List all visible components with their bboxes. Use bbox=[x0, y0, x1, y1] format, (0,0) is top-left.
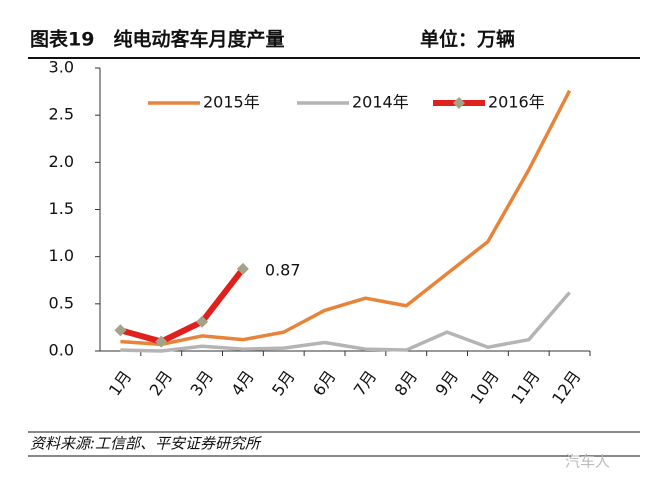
data-label: 0.87 bbox=[265, 260, 301, 279]
series-line bbox=[120, 89, 572, 347]
source-note: 资料来源:工信部、平安证券研究所 bbox=[30, 435, 262, 453]
legend-marker bbox=[453, 97, 465, 109]
legend-label: 2015年 bbox=[203, 93, 260, 112]
point-marker bbox=[114, 324, 127, 337]
x-tick-label: 8月 bbox=[391, 367, 422, 399]
y-tick-label: 1.0 bbox=[49, 246, 74, 265]
y-tick-label: 3.0 bbox=[49, 58, 74, 77]
watermark: 汽车人 bbox=[565, 453, 610, 471]
x-tick-label: 5月 bbox=[268, 367, 299, 399]
y-tick-label: 1.5 bbox=[49, 199, 74, 218]
x-tick-label: 10月 bbox=[466, 367, 502, 408]
series-line bbox=[120, 291, 571, 353]
x-tick-label: 6月 bbox=[309, 367, 340, 399]
x-tick-label: 7月 bbox=[350, 367, 381, 399]
y-tick-label: 0.5 bbox=[49, 293, 74, 312]
point-marker bbox=[196, 315, 209, 328]
point-marker bbox=[236, 262, 249, 275]
unit-label: 单位：万辆 bbox=[420, 28, 515, 51]
point-marker bbox=[155, 335, 168, 348]
x-tick-label: 4月 bbox=[227, 367, 258, 399]
y-tick-label: 2.0 bbox=[49, 152, 74, 171]
x-tick-label: 11月 bbox=[507, 367, 543, 408]
legend-label: 2016年 bbox=[488, 93, 545, 112]
chart-title: 图表19 纯电动客车月度产量 bbox=[30, 28, 284, 51]
legend-label: 2014年 bbox=[352, 93, 409, 112]
x-tick-label: 2月 bbox=[146, 367, 177, 399]
x-tick-label: 12月 bbox=[548, 367, 584, 408]
x-tick-label: 3月 bbox=[186, 367, 217, 399]
y-tick-label: 2.5 bbox=[49, 105, 74, 124]
x-tick-label: 1月 bbox=[105, 367, 136, 399]
y-tick-label: 0.0 bbox=[49, 341, 74, 360]
series-line bbox=[119, 267, 246, 345]
x-tick-label: 9月 bbox=[431, 367, 462, 399]
